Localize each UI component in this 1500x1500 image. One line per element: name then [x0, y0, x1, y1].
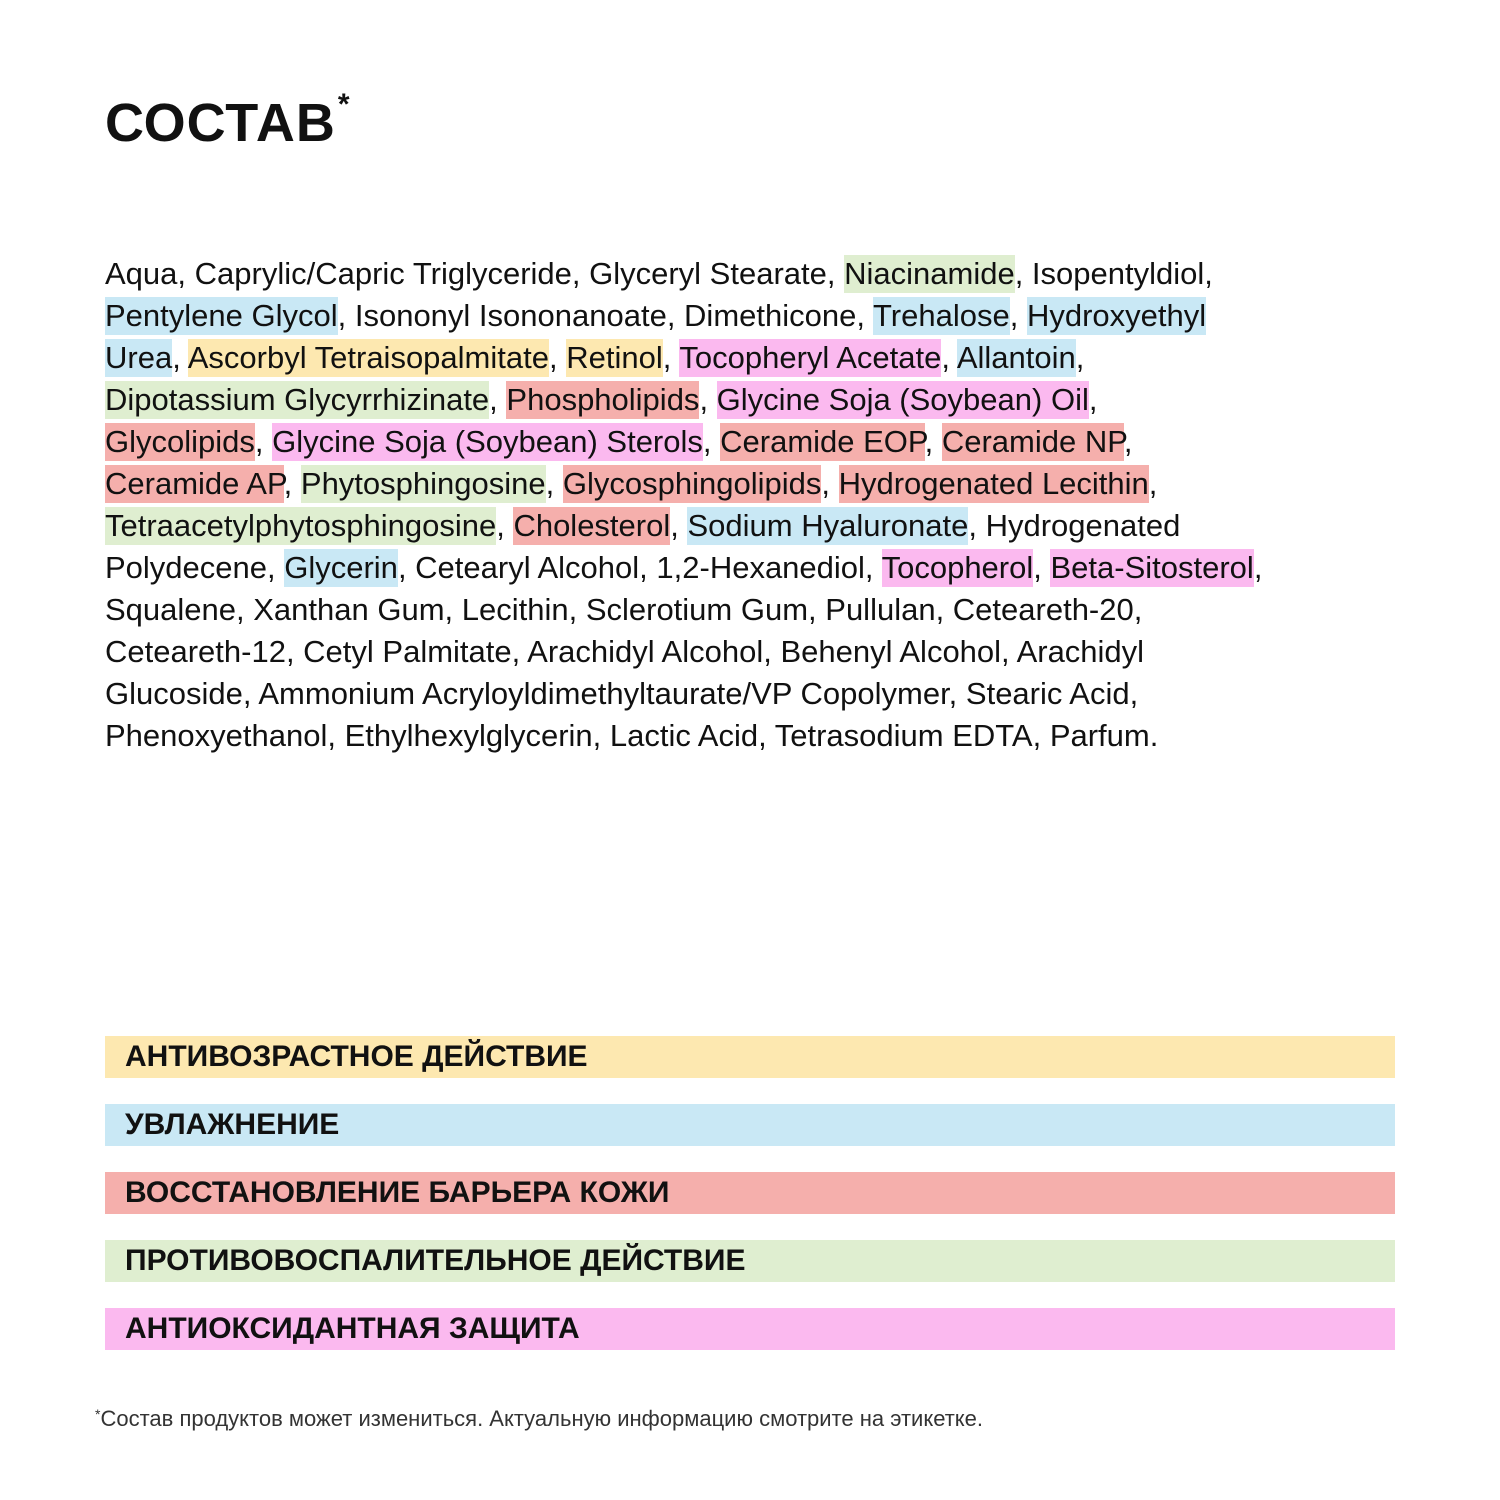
highlighted-ingredient-barrier: Cholesterol: [513, 507, 671, 545]
category-legend: АНТИВОЗРАСТНОЕ ДЕЙСТВИЕ УВЛАЖНЕНИЕ ВОССТАН…: [105, 1036, 1395, 1376]
highlighted-ingredient-antiage: Retinol: [566, 339, 663, 377]
ingredient-text: ,: [1075, 340, 1085, 375]
highlighted-ingredient-barrier: Hydrogenated Lecithin: [838, 465, 1149, 503]
highlighted-ingredient-barrier: Ceramide AP: [105, 465, 284, 503]
highlighted-ingredient-antiox: Glycine Soja (Soybean) Sterols: [272, 423, 703, 461]
highlighted-ingredient-barrier: Glycosphingolipids: [562, 465, 822, 503]
legend-item-moist: УВЛАЖНЕНИЕ: [105, 1104, 1395, 1146]
highlighted-ingredient-moist: Pentylene Glycol: [105, 297, 338, 335]
ingredient-line: Ceramide AP, Phytosphingosine, Glycosphi…: [105, 463, 1425, 505]
highlighted-ingredient-antiage: Ascorbyl Tetraisopalmitate: [187, 339, 549, 377]
highlighted-ingredient-antiox: Glycine Soja (Soybean) Oil: [716, 381, 1089, 419]
ingredient-text: ,: [1033, 550, 1051, 585]
ingredient-text: ,: [670, 508, 688, 543]
ingredient-text: Aqua, Caprylic/Capric Triglyceride, Glyc…: [105, 256, 845, 291]
highlighted-ingredient-barrier: Glycolipids: [105, 423, 255, 461]
ingredient-line: Squalene, Xanthan Gum, Lecithin, Sclerot…: [105, 589, 1425, 631]
ingredient-text: ,: [699, 382, 717, 417]
ingredient-text: ,: [662, 340, 680, 375]
footnote-mark: *: [95, 1406, 101, 1422]
highlighted-ingredient-barrier: Phospholipids: [506, 381, 700, 419]
highlighted-ingredient-moist: Hydroxyethyl: [1026, 297, 1207, 335]
ingredient-text: ,: [821, 466, 839, 501]
ingredient-line: Glucoside, Ammonium Acryloyldimethyltaur…: [105, 673, 1425, 715]
highlighted-ingredient-barrier: Ceramide EOP: [720, 423, 925, 461]
highlighted-ingredient-antiinf: Tetraacetylphytosphingosine: [105, 507, 497, 545]
ingredient-line: Tetraacetylphytosphingosine, Cholesterol…: [105, 505, 1425, 547]
ingredient-list: Aqua, Caprylic/Capric Triglyceride, Glyc…: [105, 253, 1425, 757]
highlighted-ingredient-barrier: Ceramide NP: [941, 423, 1124, 461]
ingredient-text: ,: [496, 508, 514, 543]
ingredient-text: ,: [1148, 466, 1158, 501]
ingredient-text: ,: [1009, 298, 1027, 333]
ingredient-text: ,: [1088, 382, 1098, 417]
legend-item-antiox: АНТИОКСИДАНТНАЯ ЗАЩИТА: [105, 1308, 1395, 1350]
ingredient-line: Pentylene Glycol, Isononyl Isononanoate,…: [105, 295, 1425, 337]
highlighted-ingredient-moist: Sodium Hyaluronate: [687, 507, 969, 545]
ingredient-line: Ceteareth-12, Cetyl Palmitate, Arachidyl…: [105, 631, 1425, 673]
ingredient-text: ,: [924, 424, 942, 459]
highlighted-ingredient-antiinf: Dipotassium Glycyrrhizinate: [105, 381, 490, 419]
ingredient-text: Ceteareth-12, Cetyl Palmitate, Arachidyl…: [105, 634, 1145, 669]
title-text: СОСТАВ: [105, 93, 336, 153]
ingredient-text: ,: [548, 340, 567, 375]
footnote: *Состав продуктов может измениться. Акту…: [95, 1406, 983, 1432]
ingredient-text: Glucoside, Ammonium Acryloyldimethyltaur…: [105, 676, 1139, 711]
ingredient-text: ,: [545, 466, 563, 501]
legend-item-antiinf: ПРОТИВОВОСПАЛИТЕЛЬНОЕ ДЕЙСТВИЕ: [105, 1240, 1395, 1282]
ingredient-text: , Cetearyl Alcohol, 1,2-Hexanediol,: [397, 550, 882, 585]
legend-item-antiage: АНТИВОЗРАСТНОЕ ДЕЙСТВИЕ: [105, 1036, 1395, 1078]
ingredient-line: Phenoxyethanol, Ethylhexylglycerin, Lact…: [105, 715, 1425, 757]
ingredient-text: Phenoxyethanol, Ethylhexylglycerin, Lact…: [105, 718, 1159, 753]
highlighted-ingredient-moist: Allantoin: [956, 339, 1076, 377]
highlighted-ingredient-moist: Trehalose: [873, 297, 1010, 335]
ingredient-text: ,: [254, 424, 273, 459]
ingredient-text: , Hydrogenated: [968, 508, 1181, 543]
page-title: СОСТАВ*: [105, 88, 351, 154]
ingredient-text: ,: [489, 382, 507, 417]
ingredient-line: Aqua, Caprylic/Capric Triglyceride, Glyc…: [105, 253, 1425, 295]
highlighted-ingredient-moist: Urea: [105, 339, 173, 377]
footnote-text: Состав продуктов может измениться. Актуа…: [100, 1406, 984, 1431]
ingredient-text: ,: [1123, 424, 1133, 459]
highlighted-ingredient-moist: Glycerin: [284, 549, 398, 587]
ingredient-text: , Isopentyldiol,: [1014, 256, 1213, 291]
ingredient-text: ,: [172, 340, 188, 375]
title-footnote-mark: *: [337, 88, 351, 121]
ingredient-line: Glycolipids, Glycine Soja (Soybean) Ster…: [105, 421, 1425, 463]
legend-item-barrier: ВОССТАНОВЛЕНИЕ БАРЬЕРА КОЖИ: [105, 1172, 1395, 1214]
highlighted-ingredient-antiox: Beta-Sitosterol: [1050, 549, 1254, 587]
ingredient-line: Urea, Ascorbyl Tetraisopalmitate, Retino…: [105, 337, 1425, 379]
ingredient-text: ,: [283, 466, 301, 501]
ingredient-text: Squalene, Xanthan Gum, Lecithin, Sclerot…: [105, 592, 1143, 627]
ingredient-line: Dipotassium Glycyrrhizinate, Phospholipi…: [105, 379, 1425, 421]
ingredient-text: ,: [1253, 550, 1263, 585]
ingredient-text: , Isononyl Isononanoate, Dimethicone,: [337, 298, 874, 333]
ingredient-line: Polydecene, Glycerin, Cetearyl Alcohol, …: [105, 547, 1425, 589]
highlighted-ingredient-antiox: Tocopherol: [881, 549, 1034, 587]
ingredient-text: ,: [941, 340, 957, 375]
highlighted-ingredient-antiinf: Phytosphingosine: [300, 465, 546, 503]
ingredient-text: Polydecene,: [105, 550, 285, 585]
ingredient-text: ,: [702, 424, 721, 459]
highlighted-ingredient-antiox: Tocopheryl Acetate: [679, 339, 942, 377]
highlighted-ingredient-antiinf: Niacinamide: [844, 255, 1015, 293]
